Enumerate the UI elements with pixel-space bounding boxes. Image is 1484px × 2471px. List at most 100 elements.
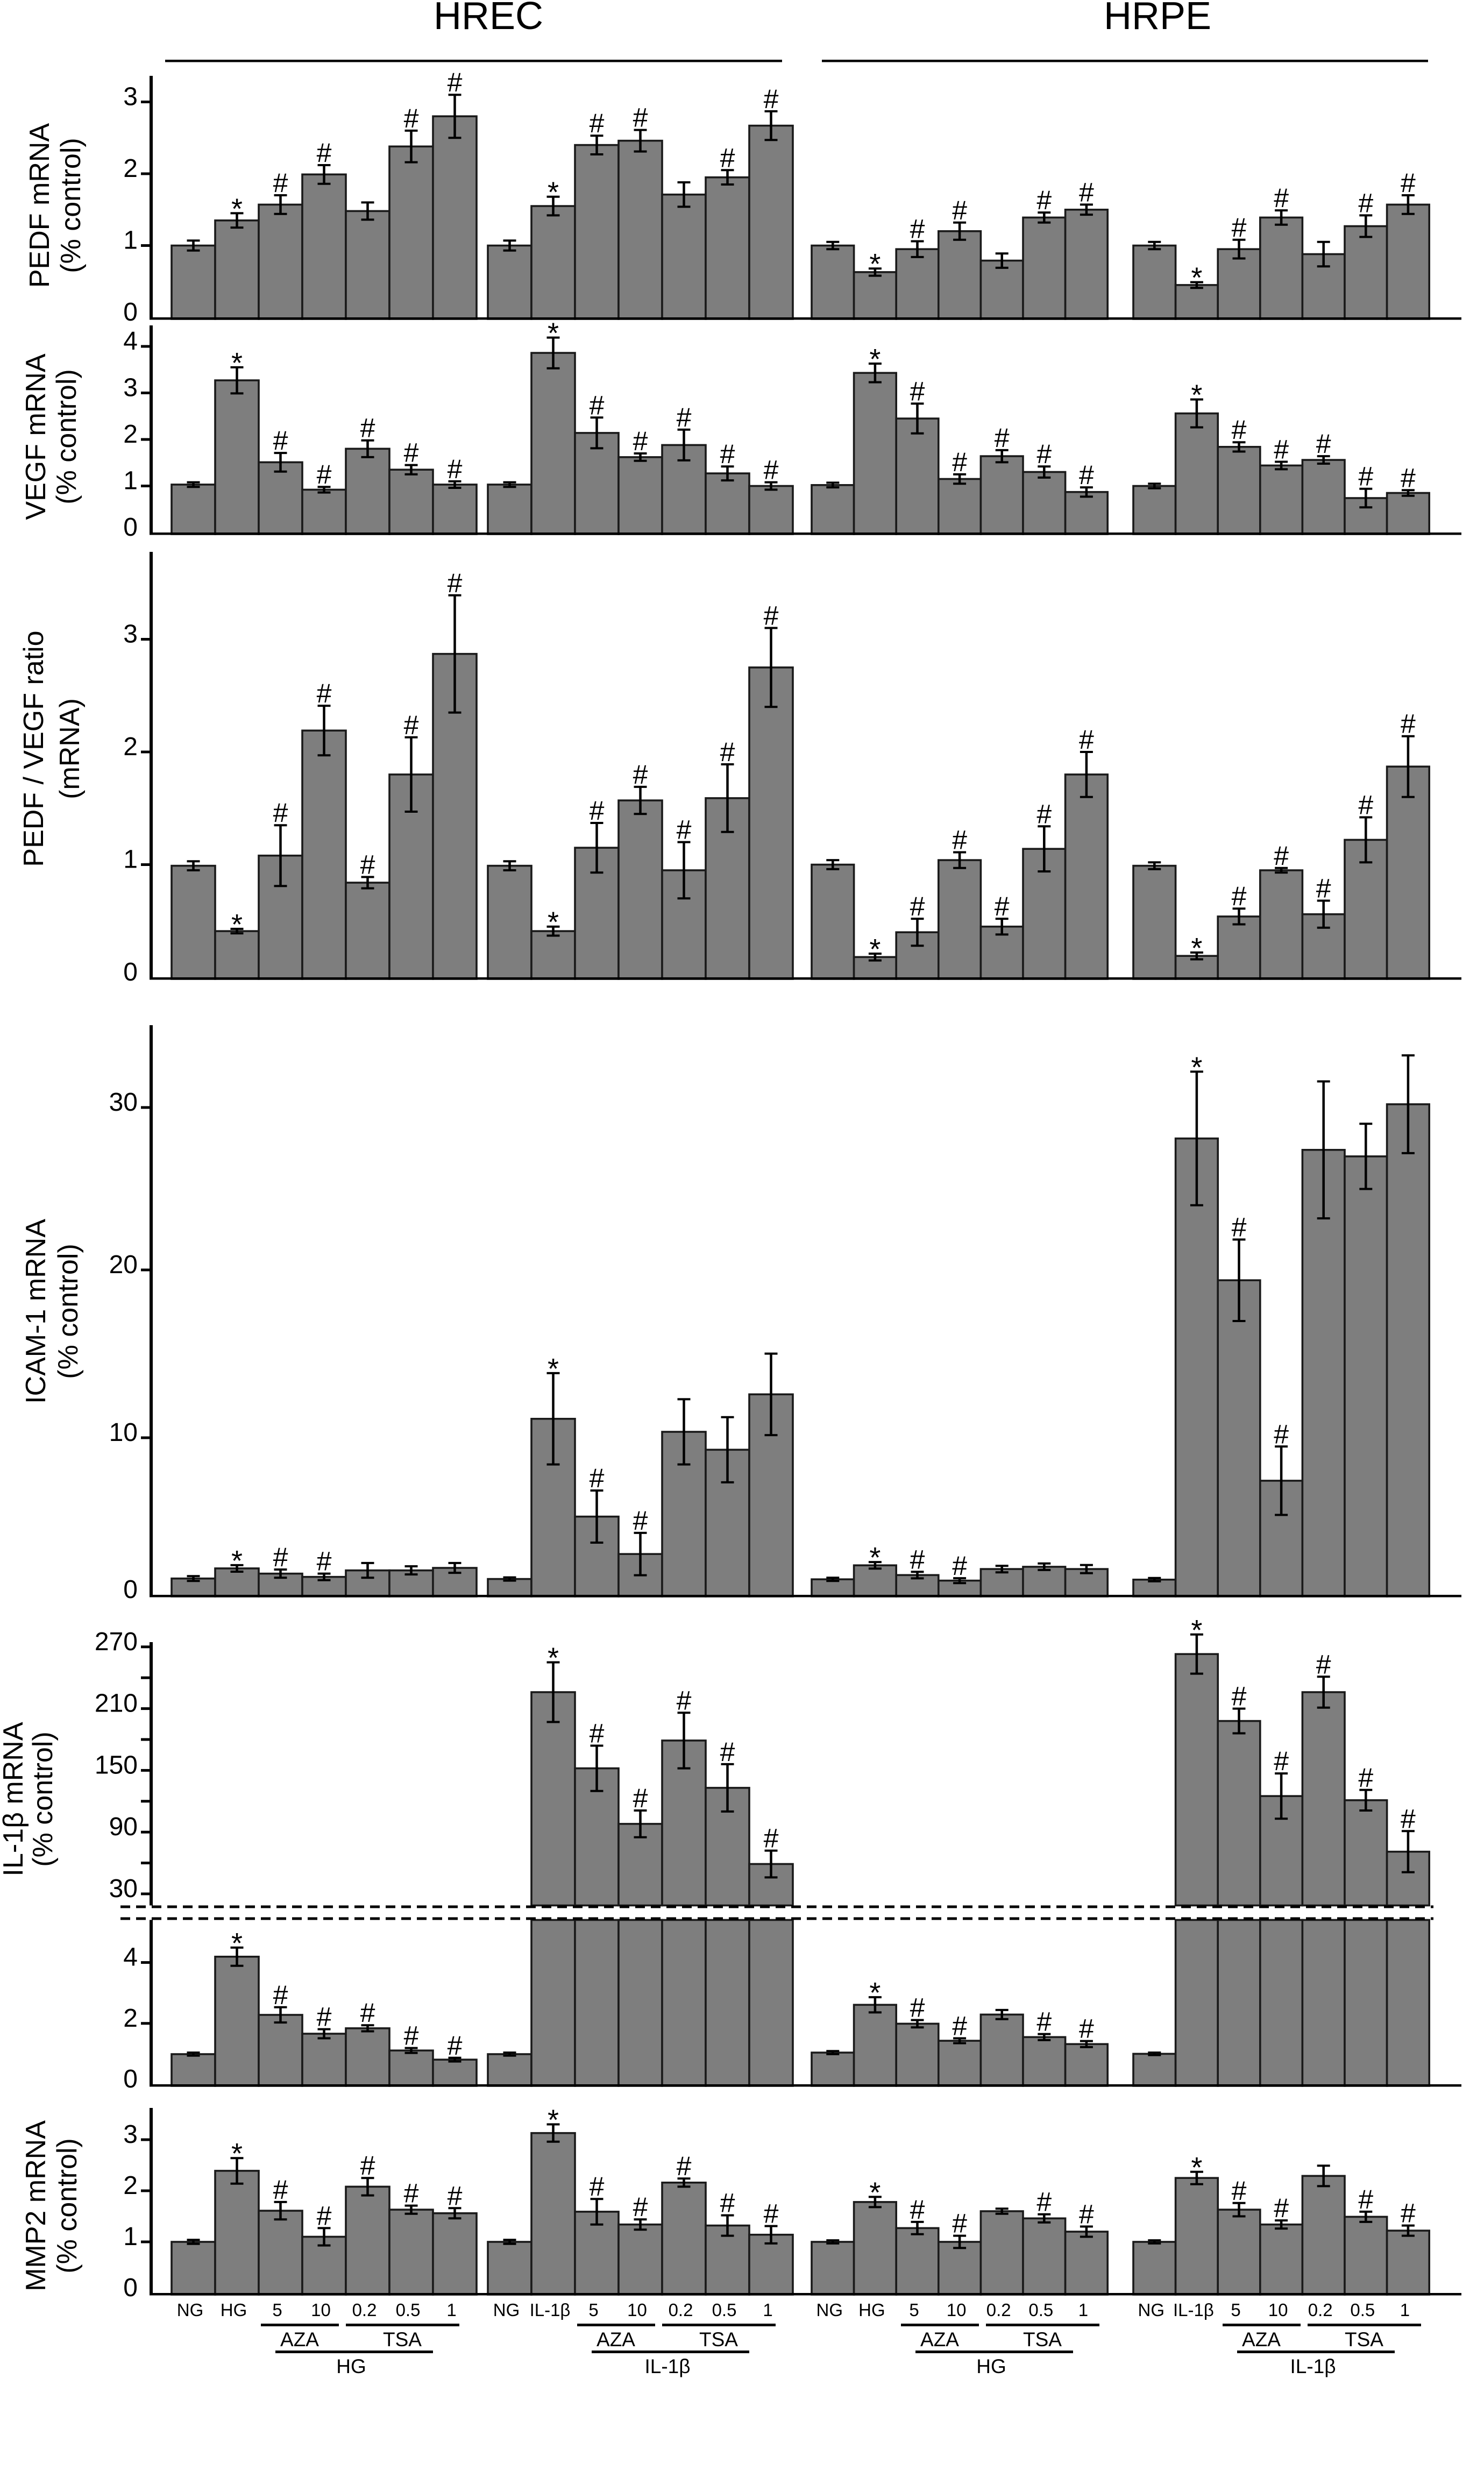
svg-text:#: # [1036, 439, 1052, 469]
svg-text:#: # [677, 1685, 692, 1715]
svg-text:1: 1 [123, 226, 138, 255]
svg-text:#: # [1401, 463, 1416, 493]
svg-text:#: # [764, 1823, 779, 1854]
svg-text:(% control): (% control) [51, 369, 82, 504]
svg-text:HG: HG [336, 2355, 366, 2377]
svg-text:#: # [273, 798, 288, 828]
svg-text:HG: HG [221, 2300, 247, 2320]
svg-text:#: # [1232, 415, 1247, 445]
svg-text:HREC: HREC [434, 0, 543, 38]
svg-text:10: 10 [1268, 2300, 1288, 2320]
svg-text:0.5: 0.5 [1350, 2300, 1375, 2320]
svg-text:(% control): (% control) [27, 1731, 59, 1866]
svg-text:#: # [404, 2178, 419, 2209]
svg-text:#: # [1036, 2007, 1052, 2037]
svg-text:ICAM-1 mRNA: ICAM-1 mRNA [20, 1219, 52, 1404]
svg-text:#: # [317, 459, 332, 489]
svg-text:#: # [273, 1980, 288, 2010]
svg-text:1: 1 [123, 467, 138, 495]
svg-text:*: * [231, 193, 243, 225]
svg-text:#: # [764, 2199, 779, 2229]
svg-text:#: # [590, 1463, 605, 1493]
svg-text:(% control): (% control) [55, 138, 87, 273]
svg-text:#: # [720, 143, 735, 173]
svg-text:*: * [548, 906, 559, 939]
svg-text:#: # [764, 455, 779, 485]
svg-text:IL-1β: IL-1β [644, 2355, 690, 2377]
svg-text:NG: NG [493, 2300, 520, 2320]
svg-text:90: 90 [109, 1813, 138, 1841]
svg-text:#: # [317, 1546, 332, 1577]
svg-text:#: # [1358, 2184, 1373, 2214]
svg-text:*: * [1191, 1614, 1202, 1646]
svg-text:0: 0 [123, 958, 138, 986]
svg-text:0.5: 0.5 [396, 2300, 421, 2320]
svg-text:#: # [720, 2188, 735, 2218]
svg-text:#: # [1232, 2176, 1247, 2206]
svg-text:(mRNA): (mRNA) [54, 698, 86, 799]
svg-text:(% control): (% control) [53, 1244, 84, 1379]
svg-text:0: 0 [123, 1575, 138, 1604]
svg-text:#: # [677, 402, 692, 432]
svg-text:#: # [448, 454, 463, 484]
svg-text:#: # [448, 2030, 463, 2061]
svg-text:#: # [273, 425, 288, 456]
svg-text:IL-1β: IL-1β [1173, 2300, 1214, 2320]
svg-text:#: # [910, 2195, 925, 2225]
svg-text:10: 10 [109, 1418, 138, 1447]
svg-text:#: # [952, 825, 967, 855]
svg-text:NG: NG [177, 2300, 204, 2320]
svg-text:#: # [404, 2021, 419, 2051]
svg-text:5: 5 [909, 2300, 919, 2320]
svg-text:*: * [548, 2104, 559, 2136]
svg-text:4: 4 [123, 1943, 138, 1972]
svg-text:20: 20 [109, 1251, 138, 1279]
svg-text:*: * [231, 1545, 243, 1577]
svg-text:#: # [677, 815, 692, 845]
svg-text:0.5: 0.5 [1028, 2300, 1053, 2320]
svg-text:NG: NG [816, 2300, 843, 2320]
svg-text:2: 2 [123, 2004, 138, 2033]
svg-text:#: # [1036, 799, 1052, 829]
svg-text:#: # [720, 737, 735, 767]
svg-text:(% control): (% control) [52, 2138, 83, 2273]
svg-text:*: * [869, 248, 881, 280]
svg-text:#: # [590, 108, 605, 138]
svg-text:#: # [720, 439, 735, 469]
svg-text:#: # [404, 438, 419, 468]
svg-text:#: # [590, 796, 605, 826]
svg-text:*: * [231, 347, 243, 379]
svg-text:#: # [273, 1542, 288, 1572]
svg-text:PEDF mRNA: PEDF mRNA [24, 123, 55, 288]
svg-text:#: # [633, 1783, 648, 1813]
svg-text:2: 2 [123, 2171, 138, 2200]
svg-text:3: 3 [123, 620, 138, 649]
svg-text:*: * [548, 1642, 559, 1674]
svg-text:1: 1 [763, 2300, 772, 2320]
svg-text:#: # [1079, 460, 1094, 490]
svg-text:#: # [1401, 2198, 1416, 2228]
svg-text:#: # [764, 601, 779, 631]
svg-text:*: * [869, 933, 881, 965]
svg-text:*: * [1191, 2152, 1202, 2184]
svg-text:5: 5 [1231, 2300, 1240, 2320]
svg-text:#: # [1274, 2193, 1289, 2223]
svg-text:#: # [910, 1544, 925, 1574]
svg-text:#: # [910, 376, 925, 406]
svg-text:1: 1 [123, 846, 138, 874]
svg-text:AZA: AZA [920, 2328, 959, 2351]
svg-text:#: # [952, 1551, 967, 1581]
svg-text:HG: HG [858, 2300, 885, 2320]
svg-text:#: # [1358, 461, 1373, 492]
svg-text:#: # [1036, 2187, 1052, 2217]
svg-text:#: # [404, 710, 419, 740]
svg-text:#: # [952, 447, 967, 477]
svg-text:#: # [1274, 1746, 1289, 1776]
svg-text:#: # [360, 850, 375, 880]
svg-text:30: 30 [109, 1874, 138, 1903]
svg-text:#: # [1079, 177, 1094, 207]
svg-text:4: 4 [123, 327, 138, 356]
svg-text:10: 10 [947, 2300, 967, 2320]
svg-text:TSA: TSA [1345, 2328, 1383, 2351]
svg-text:#: # [764, 84, 779, 114]
